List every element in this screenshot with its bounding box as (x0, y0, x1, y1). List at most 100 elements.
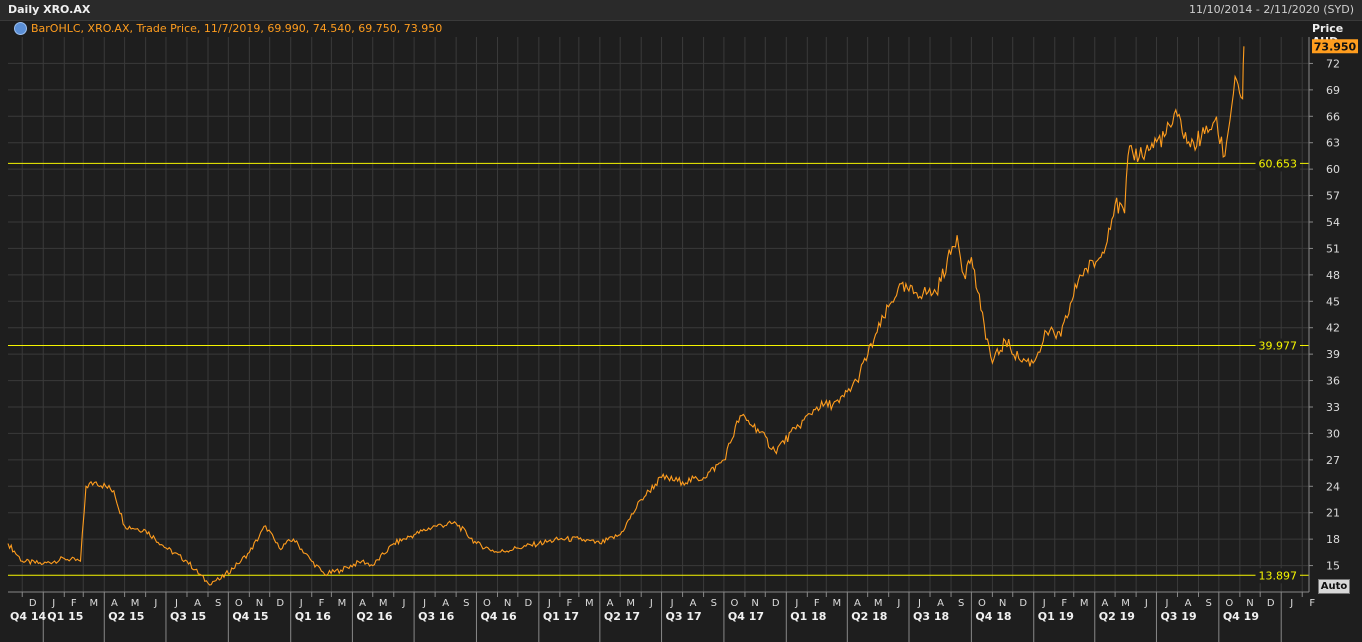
month-label: A (607, 598, 614, 609)
quarter-label: Q4 16 (480, 610, 516, 623)
auto-scale-button[interactable]: Auto (1318, 579, 1350, 594)
month-label: J (422, 598, 426, 609)
quarter-label: Q1 17 (543, 610, 579, 623)
month-label: M (832, 598, 841, 609)
month-label: F (566, 598, 572, 609)
date-range: 11/10/2014 - 2/11/2020 (SYD) (1188, 3, 1354, 16)
quarter-label: Q3 17 (666, 610, 702, 623)
legend-text: BarOHLC, XRO.AX, Trade Price, 11/7/2019,… (31, 22, 443, 35)
y-tick-label: 60 (1326, 163, 1340, 176)
month-label: M (89, 598, 98, 609)
month-label: J (401, 598, 405, 609)
legend[interactable]: BarOHLC, XRO.AX, Trade Price, 11/7/2019,… (14, 22, 442, 35)
month-label: D (276, 598, 284, 609)
horizontal-line-label: 39.977 (1259, 340, 1298, 353)
horizontal-line-label-bg (1255, 156, 1300, 172)
quarter-label: Q4 17 (728, 610, 764, 623)
month-label: J (896, 598, 900, 609)
month-label: J (917, 598, 921, 609)
y-tick-label: 27 (1326, 454, 1340, 467)
y-tick-label: 30 (1326, 427, 1340, 440)
y-tick-label: 36 (1326, 375, 1340, 388)
quarter-label: Q4 14 (10, 610, 46, 623)
horizontal-line-1[interactable]: 39.977 (8, 338, 1309, 354)
month-label: J (1042, 598, 1046, 609)
grid-lines (8, 37, 1309, 592)
horizontal-line-label-bg (1255, 338, 1300, 354)
y-tick-label: 69 (1326, 84, 1340, 97)
horizontal-line-label: 13.897 (1259, 569, 1298, 582)
month-label: J (547, 598, 551, 609)
month-label: S (958, 598, 964, 609)
month-label: M (874, 598, 883, 609)
month-label: A (111, 598, 118, 609)
month-label: M (1080, 598, 1089, 609)
y-tick-label: 51 (1326, 242, 1340, 255)
month-label: M (379, 598, 388, 609)
quarter-label: Q4 19 (1223, 610, 1259, 623)
series-settings-icon[interactable] (14, 22, 27, 35)
quarter-label: Q3 15 (170, 610, 206, 623)
quarter-label: Q2 19 (1099, 610, 1135, 623)
quarter-label: Q4 15 (232, 610, 268, 623)
month-label: D (29, 598, 37, 609)
quarter-label: Q2 16 (356, 610, 392, 623)
quarter-label: Q2 15 (108, 610, 144, 623)
month-label: J (51, 598, 55, 609)
month-label: N (751, 598, 758, 609)
y-tick-label: 54 (1326, 216, 1340, 229)
month-label: J (153, 598, 157, 609)
quarter-label: Q3 18 (913, 610, 949, 623)
horizontal-lines[interactable]: 60.653 39.977 13.897 (8, 156, 1309, 584)
y-tick-label: 48 (1326, 269, 1340, 282)
month-label: O (235, 598, 243, 609)
last-price-marker (1312, 39, 1358, 54)
y-tick-label: 63 (1326, 137, 1340, 150)
price-axis-label: Price (1312, 22, 1344, 35)
month-label: J (649, 598, 653, 609)
quarter-label: Q2 17 (604, 610, 640, 623)
chart-title: Daily XRO.AX (8, 3, 91, 16)
month-label: A (854, 598, 861, 609)
y-tick-label: 24 (1326, 480, 1340, 493)
quarter-label: Q3 19 (1160, 610, 1196, 623)
month-label: N (999, 598, 1006, 609)
x-axis-band (8, 592, 1309, 642)
month-label: M (626, 598, 635, 609)
plot-area (8, 37, 1309, 592)
month-label: O (483, 598, 491, 609)
y-tick-label: 42 (1326, 322, 1340, 335)
month-label: A (359, 598, 366, 609)
month-label: S (463, 598, 469, 609)
chart-title-bar: Daily XRO.AX 11/10/2014 - 2/11/2020 (SYD… (0, 0, 1362, 21)
y-tick-label: 39 (1326, 348, 1340, 361)
month-label: A (1102, 598, 1109, 609)
y-axis[interactable]: 15 18 21 24 27 30 33 36 39 42 45 48 51 54 57 60 63 66 69 72… (1308, 37, 1358, 592)
month-label: D (524, 598, 532, 609)
month-label: S (215, 598, 221, 609)
month-label: J (299, 598, 303, 609)
y-tick-label: 66 (1326, 110, 1340, 123)
month-label: F (71, 598, 77, 609)
month-label: A (194, 598, 201, 609)
month-label: M (338, 598, 347, 609)
month-label: N (256, 598, 263, 609)
month-label: J (1164, 598, 1168, 609)
month-label: O (730, 598, 738, 609)
y-tick-label: 33 (1326, 401, 1340, 414)
quarter-label: Q1 18 (790, 610, 826, 623)
month-label: M (1121, 598, 1130, 609)
quarter-label: Q1 15 (47, 610, 83, 623)
quarter-label: Q1 16 (295, 610, 331, 623)
y-tick-label: 45 (1326, 295, 1340, 308)
horizontal-line-0[interactable]: 60.653 (8, 156, 1309, 172)
month-label: M (131, 598, 140, 609)
month-label: J (174, 598, 178, 609)
horizontal-line-label-bg (1255, 568, 1300, 584)
month-label: O (978, 598, 986, 609)
month-label: O (1225, 598, 1233, 609)
month-label: A (690, 598, 697, 609)
quarter-label: Q2 18 (851, 610, 887, 623)
